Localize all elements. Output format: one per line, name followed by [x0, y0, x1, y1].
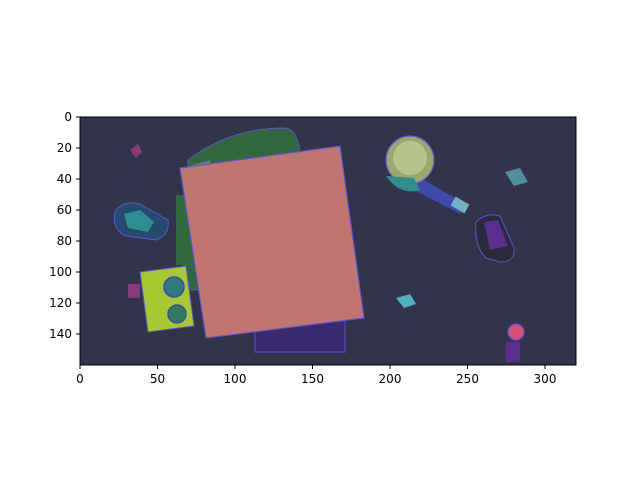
y-tick-label: 0	[64, 110, 72, 124]
teal-star-right	[505, 168, 528, 186]
y-tick-label: 100	[49, 265, 72, 279]
magenta-small-left	[128, 284, 140, 298]
x-tick-label: 50	[150, 372, 165, 386]
blue-circle-top	[163, 276, 185, 298]
segmentation-image	[80, 117, 576, 365]
cyan-star-mid	[396, 294, 416, 308]
x-axis-ticks: 0 50 100 150 200 250 300	[76, 365, 556, 386]
x-tick-label: 300	[534, 372, 557, 386]
teal-object-inner	[124, 210, 154, 232]
y-axis-ticks: 0 20 40 60 80 100 120 140	[49, 110, 80, 341]
pink-star-left	[130, 144, 142, 158]
y-tick-label: 80	[57, 234, 72, 248]
x-tick-label: 250	[456, 372, 479, 386]
y-tick-label: 60	[57, 203, 72, 217]
y-tick-label: 120	[49, 296, 72, 310]
y-tick-label: 20	[57, 141, 72, 155]
cyan-handle-tip	[450, 196, 470, 214]
x-tick-label: 100	[224, 372, 247, 386]
x-tick-label: 0	[76, 372, 84, 386]
blue-circle-bottom	[167, 304, 187, 324]
purple-small-bottom	[506, 342, 520, 362]
y-tick-label: 40	[57, 172, 72, 186]
yellow-green-block	[139, 265, 195, 333]
purple-right-inner	[484, 220, 508, 250]
pink-circle	[507, 323, 525, 341]
salmon-box	[179, 145, 365, 339]
x-tick-label: 150	[301, 372, 324, 386]
x-tick-label: 200	[379, 372, 402, 386]
y-tick-label: 140	[49, 327, 72, 341]
teal-under-pan	[386, 176, 420, 192]
olive-disc-inner	[393, 141, 427, 175]
